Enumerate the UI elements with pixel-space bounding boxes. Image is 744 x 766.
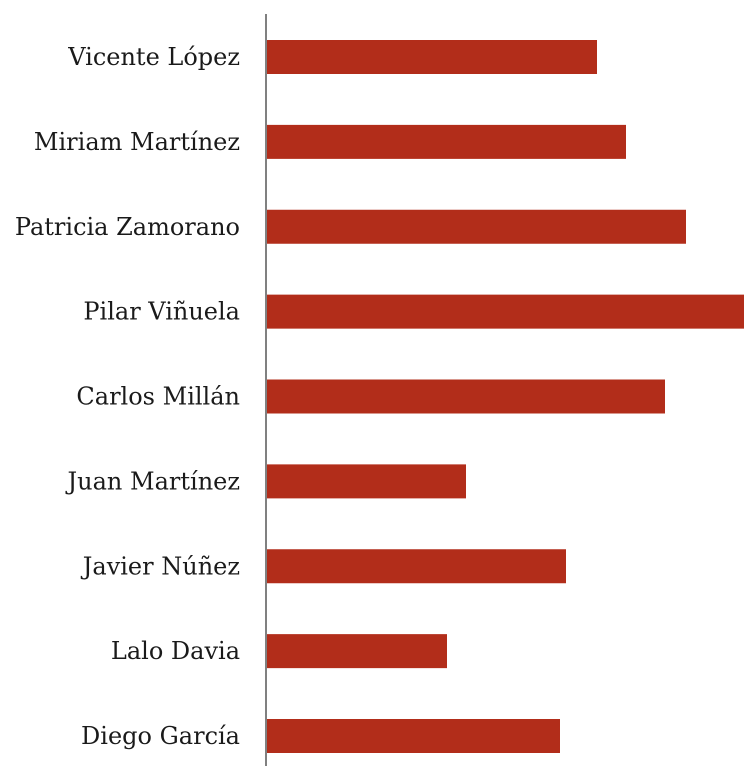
category-label: Carlos Millán xyxy=(76,383,240,411)
category-label: Vicente López xyxy=(67,43,240,71)
bar xyxy=(267,294,744,329)
bar xyxy=(267,124,626,159)
bar-group xyxy=(267,40,744,753)
category-label: Miriam Martínez xyxy=(34,128,240,156)
bar xyxy=(267,40,597,74)
bar xyxy=(267,549,566,584)
bar xyxy=(267,379,665,414)
bar xyxy=(267,719,560,753)
category-label-group: Vicente López Miriam Martínez Patricia Zam… xyxy=(15,43,240,750)
category-label: Javier Núñez xyxy=(80,552,240,580)
category-label: Juan Martínez xyxy=(65,467,240,495)
bar xyxy=(267,209,686,244)
category-label: Lalo Davia xyxy=(111,637,240,665)
category-label: Pilar Viñuela xyxy=(83,298,240,326)
bar xyxy=(267,634,447,669)
category-label: Diego García xyxy=(81,722,240,750)
bar xyxy=(267,464,466,499)
category-label: Patricia Zamorano xyxy=(15,213,240,241)
